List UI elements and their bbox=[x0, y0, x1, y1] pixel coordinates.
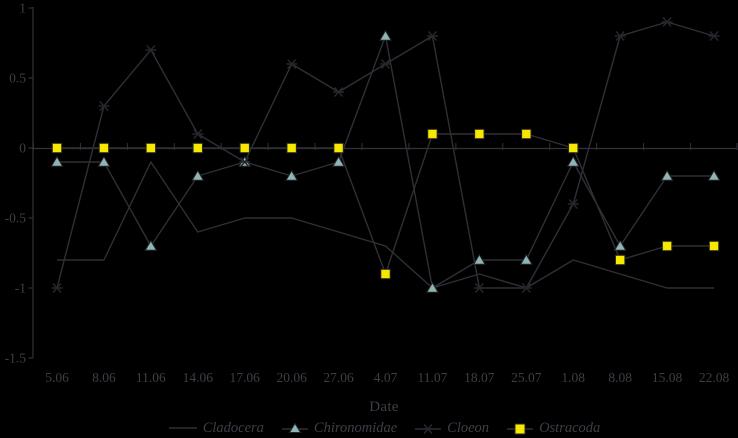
cloeon-asterisk-marker bbox=[286, 59, 298, 69]
asterisk-stroke bbox=[521, 283, 531, 293]
cloeon-asterisk-marker bbox=[473, 283, 485, 293]
legend-label: Chironomidae bbox=[313, 420, 398, 436]
asterisk-stroke bbox=[568, 199, 578, 209]
asterisk-stroke bbox=[474, 283, 484, 293]
chironomidae-triangle-marker bbox=[660, 169, 674, 181]
x-tick-label: 8.06 bbox=[92, 370, 116, 385]
x-tick-label: 22.08 bbox=[699, 370, 730, 385]
ostracoda-square-marker bbox=[568, 142, 579, 154]
chironomidae-triangle-marker bbox=[50, 155, 64, 167]
series-line-ostracoda bbox=[57, 133, 715, 275]
chart-footer: Date Cladocera Chironomidae bbox=[33, 400, 735, 436]
x-tick-label: 20.06 bbox=[276, 370, 307, 385]
x-axis-title: Date bbox=[369, 399, 399, 415]
asterisk-stroke bbox=[334, 87, 344, 97]
chironomidae-triangle-marker bbox=[332, 155, 346, 167]
ostracoda-square-marker bbox=[614, 254, 626, 266]
cloeon-asterisk-marker bbox=[520, 283, 532, 293]
chironomidae-triangle-marker bbox=[613, 239, 627, 251]
ostracoda-square-marker bbox=[474, 128, 485, 140]
chironomidae-triangle-marker bbox=[191, 169, 205, 181]
ostracoda-square-marker bbox=[286, 142, 297, 154]
chironomidae-triangle-marker bbox=[707, 169, 721, 181]
x-tick-label: 25.07 bbox=[511, 370, 542, 385]
y-tick-label: -1 bbox=[15, 281, 26, 296]
legend-label: Cloeon bbox=[447, 420, 490, 436]
cloeon-asterisk-marker bbox=[614, 31, 626, 41]
asterisk-stroke bbox=[287, 59, 297, 69]
ostracoda-square-marker bbox=[380, 268, 391, 280]
y-tick-label: 0 bbox=[19, 141, 26, 156]
asterisk-stroke bbox=[52, 283, 62, 293]
asterisk-stroke bbox=[99, 101, 109, 111]
asterisk-stroke bbox=[662, 17, 672, 27]
asterisk-stroke bbox=[427, 31, 438, 41]
cloeon-asterisk-marker bbox=[51, 283, 63, 293]
ostracoda-square-marker bbox=[145, 142, 157, 154]
cloeon-asterisk-marker bbox=[567, 199, 579, 209]
y-tick-label: -0.5 bbox=[5, 211, 27, 226]
x-tick-label: 17.06 bbox=[230, 370, 261, 385]
asterisk-stroke bbox=[240, 157, 250, 167]
cloeon-asterisk-marker bbox=[145, 45, 157, 55]
x-tick-label: 15.08 bbox=[652, 370, 683, 385]
x-tick-label: 14.06 bbox=[183, 370, 214, 385]
x-tick-label: 5.06 bbox=[45, 370, 69, 385]
chironomidae-triangle-icon bbox=[281, 422, 308, 433]
ostracoda-square-marker bbox=[192, 142, 203, 154]
ostracoda-square-marker bbox=[239, 142, 250, 154]
y-tick-label: 0.5 bbox=[9, 71, 26, 86]
x-tick-label: 11.07 bbox=[418, 370, 448, 385]
cloeon-asterisk-marker bbox=[333, 87, 345, 97]
legend-item-ostracoda: Ostracoda bbox=[506, 421, 600, 436]
chironomidae-triangle-marker bbox=[285, 169, 299, 181]
x-tick-label: 18.07 bbox=[464, 370, 495, 385]
ostracoda-square-marker bbox=[708, 240, 720, 252]
chironomidae-triangle-marker bbox=[379, 29, 392, 41]
y-tick-label: -1.5 bbox=[5, 351, 27, 366]
ostracoda-square-marker bbox=[333, 142, 344, 154]
ostracoda-square-marker bbox=[98, 142, 110, 154]
x-tick-label: 11.06 bbox=[136, 370, 166, 385]
ostracoda-square-marker bbox=[427, 128, 438, 140]
ostracoda-square-marker bbox=[51, 142, 63, 154]
asterisk-stroke bbox=[193, 129, 203, 139]
legend-label: Ostracoda bbox=[539, 420, 601, 436]
cloeon-asterisk-marker bbox=[192, 129, 204, 139]
legend-item-cladocera: Cladocera bbox=[168, 421, 264, 436]
cloeon-asterisk-marker bbox=[708, 31, 720, 41]
cloeon-asterisk-marker bbox=[98, 101, 110, 111]
legend: Cladocera Chironomidae Clo bbox=[168, 421, 600, 436]
chironomidae-triangle-marker bbox=[97, 155, 111, 167]
chironomidae-triangle-marker bbox=[472, 253, 486, 265]
ostracoda-square-marker bbox=[661, 240, 673, 252]
cloeon-asterisk-marker bbox=[239, 157, 251, 167]
x-tick-label: 4.07 bbox=[374, 370, 398, 385]
legend-item-chironomidae: Chironomidae bbox=[281, 421, 397, 436]
cloeon-asterisk-marker bbox=[380, 59, 392, 69]
chironomidae-triangle-marker bbox=[425, 281, 439, 293]
y-tick-label: 1 bbox=[19, 1, 26, 16]
ostracoda-square-icon bbox=[507, 423, 534, 435]
cloeon-asterisk-marker bbox=[426, 31, 438, 41]
asterisk-stroke bbox=[146, 45, 156, 55]
chironomidae-triangle-marker bbox=[566, 155, 580, 167]
x-tick-label: 8.08 bbox=[608, 370, 632, 385]
legend-item-cloeon: Cloeon bbox=[414, 421, 489, 436]
cladocera-line-icon bbox=[168, 427, 197, 429]
x-tick-label: 27.06 bbox=[323, 370, 354, 385]
ostracoda-square-marker bbox=[521, 128, 532, 140]
cloeon-asterisk-icon bbox=[415, 423, 442, 434]
series-line-cladocera bbox=[57, 161, 715, 289]
cloeon-asterisk-marker bbox=[661, 17, 673, 27]
legend-label: Cladocera bbox=[202, 420, 264, 436]
asterisk-stroke bbox=[615, 31, 625, 41]
chironomidae-triangle-marker bbox=[144, 239, 158, 251]
x-tick-label: 1.08 bbox=[561, 370, 585, 385]
chironomidae-triangle-marker bbox=[519, 253, 533, 265]
asterisk-stroke bbox=[709, 31, 719, 41]
asterisk-stroke bbox=[380, 59, 391, 69]
